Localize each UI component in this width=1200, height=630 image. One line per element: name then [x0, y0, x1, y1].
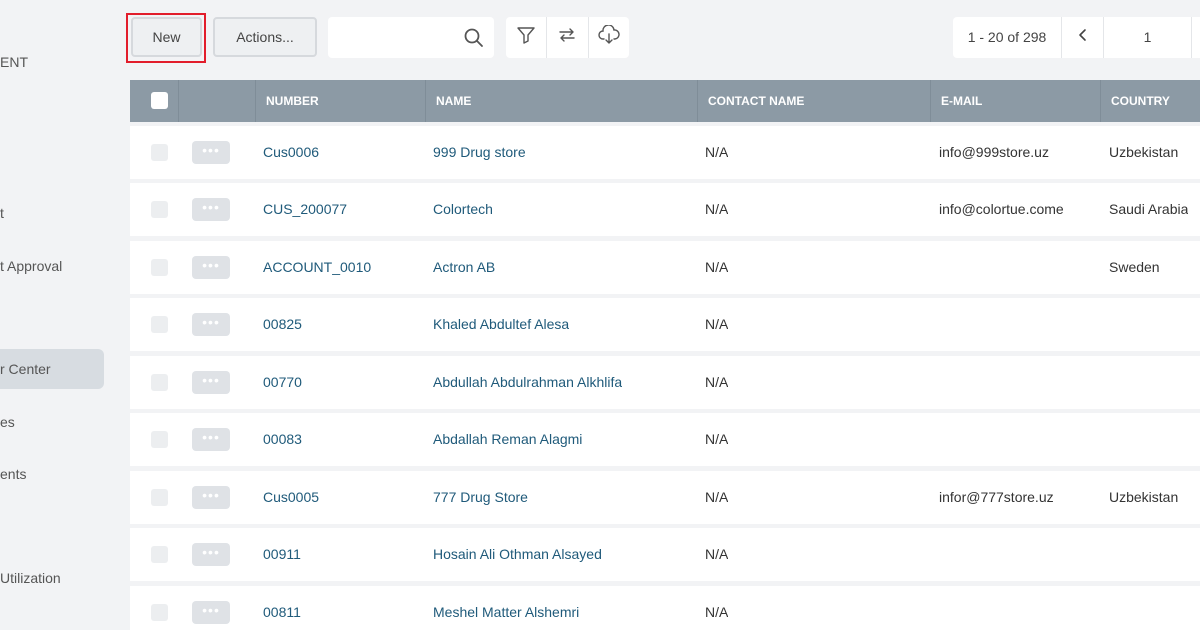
table-row[interactable]: ••• 00911 Hosain Ali Othman Alsayed N/A [130, 528, 1200, 581]
column-header-number[interactable]: NUMBER [255, 80, 425, 122]
more-icon[interactable]: ••• [192, 543, 230, 566]
sidebar: ENT t t Approval r Center es ents Utiliz… [0, 0, 110, 630]
table-row[interactable]: ••• 00770 Abdullah Abdulrahman Alkhlifa N/A [130, 356, 1200, 409]
column-header-name[interactable]: NAME [425, 80, 697, 122]
cloud-download-icon [598, 24, 620, 50]
cell-contact-name: N/A [705, 201, 729, 217]
sidebar-section-heading: ENT [0, 54, 28, 70]
more-icon[interactable]: ••• [192, 486, 230, 509]
search-icon[interactable] [464, 28, 484, 53]
cell-number[interactable]: ACCOUNT_0010 [263, 259, 372, 275]
cell-email: infor@777store.uz [939, 489, 1054, 505]
search-input[interactable] [328, 17, 458, 58]
cell-contact-name: N/A [705, 374, 729, 390]
swap-button[interactable] [547, 17, 589, 58]
page-range: 1 - 20 of 298 [953, 17, 1062, 58]
cell-contact-name: N/A [705, 604, 729, 620]
table-row[interactable]: ••• Cus0006 999 Drug store N/A info@999store… [130, 126, 1200, 179]
more-icon[interactable]: ••• [192, 428, 230, 451]
cell-country: Saudi Arabia [1109, 201, 1189, 217]
cell-contact-name: N/A [705, 546, 729, 562]
cell-contact-name: N/A [705, 431, 729, 447]
column-header-country[interactable]: COUNTRY [1100, 80, 1200, 122]
select-all-checkbox[interactable] [151, 92, 168, 109]
chevron-left-icon [1078, 28, 1088, 47]
cell-contact-name: N/A [705, 316, 729, 332]
row-checkbox[interactable] [151, 489, 168, 506]
cell-country: Sweden [1109, 259, 1160, 275]
more-icon[interactable]: ••• [192, 198, 230, 221]
search-box [328, 17, 494, 58]
table-row[interactable]: ••• 00825 Khaled Abdultef Alesa N/A [130, 298, 1200, 351]
column-header-contact-name[interactable]: CONTACT NAME [697, 80, 930, 122]
sidebar-item-center[interactable]: r Center [0, 349, 104, 389]
sidebar-item[interactable]: t [0, 205, 4, 221]
cell-number[interactable]: CUS_200077 [263, 201, 348, 217]
prev-page-button[interactable] [1062, 17, 1104, 58]
cell-contact-name: N/A [705, 259, 729, 275]
select-all-cell [130, 80, 178, 122]
cell-number[interactable]: 00825 [263, 316, 302, 332]
cell-name[interactable]: Abdullah Abdulrahman Alkhlifa [433, 374, 623, 390]
row-checkbox[interactable] [151, 374, 168, 391]
cell-contact-name: N/A [705, 489, 729, 505]
next-page-button[interactable] [1192, 17, 1200, 58]
table-row[interactable]: ••• ACCOUNT_0010 Actron AB N/A Sweden [130, 241, 1200, 294]
row-checkbox[interactable] [151, 144, 168, 161]
cell-name[interactable]: 777 Drug Store [433, 489, 528, 505]
row-checkbox[interactable] [151, 604, 168, 621]
cell-number[interactable]: 00911 [263, 546, 301, 562]
sidebar-item-approval[interactable]: t Approval [0, 258, 63, 274]
cell-name[interactable]: Abdallah Reman Alagmi [433, 431, 583, 447]
table-row[interactable]: ••• 00083 Abdallah Reman Alagmi N/A [130, 413, 1200, 466]
cell-number[interactable]: 00811 [263, 604, 301, 620]
tool-button-group [506, 17, 629, 58]
cell-contact-name: N/A [705, 144, 729, 160]
row-checkbox[interactable] [151, 201, 168, 218]
cell-name[interactable]: Khaled Abdultef Alesa [433, 316, 570, 332]
sidebar-item[interactable]: ents [0, 466, 27, 482]
more-icon[interactable]: ••• [192, 601, 230, 624]
column-header-email[interactable]: E-MAIL [930, 80, 1100, 122]
new-button[interactable]: New [131, 17, 202, 57]
cell-email: info@999store.uz [939, 144, 1049, 160]
sidebar-item-utilization[interactable]: Utilization [0, 570, 61, 586]
cell-email: info@colortue.come [939, 201, 1064, 217]
table-row[interactable]: ••• CUS_200077 Colortech N/A info@colortue.c… [130, 183, 1200, 236]
cell-name[interactable]: 999 Drug store [433, 144, 526, 160]
table-header: NUMBER NAME CONTACT NAME E-MAIL COUNTRY [130, 80, 1200, 122]
swap-icon [557, 25, 577, 50]
row-checkbox[interactable] [151, 431, 168, 448]
filter-icon [516, 25, 536, 50]
actions-column-header [178, 80, 255, 122]
more-icon[interactable]: ••• [192, 313, 230, 336]
more-icon[interactable]: ••• [192, 371, 230, 394]
table-row[interactable]: ••• Cus0005 777 Drug Store N/A infor@777stor… [130, 471, 1200, 524]
page-number-input[interactable]: 1 [1104, 17, 1192, 58]
cell-name[interactable]: Colortech [433, 201, 493, 217]
more-icon[interactable]: ••• [192, 256, 230, 279]
cell-name[interactable]: Hosain Ali Othman Alsayed [433, 546, 602, 562]
cell-name[interactable]: Actron AB [433, 259, 496, 275]
cell-number[interactable]: 00083 [263, 431, 302, 447]
cell-name[interactable]: Meshel Matter Alshemri [433, 604, 580, 620]
download-button[interactable] [589, 17, 629, 58]
table-row[interactable]: ••• 00811 Meshel Matter Alshemri N/A [130, 586, 1200, 630]
pagination: 1 - 20 of 298 1 [953, 17, 1200, 58]
cell-country: Uzbekistan [1109, 144, 1179, 160]
sidebar-item[interactable]: es [0, 414, 15, 430]
new-button-highlight [126, 13, 206, 63]
cell-number[interactable]: 00770 [263, 374, 302, 390]
more-icon[interactable]: ••• [192, 141, 230, 164]
row-checkbox[interactable] [151, 316, 168, 333]
cell-country: Uzbekistan [1109, 489, 1179, 505]
cell-number[interactable]: Cus0006 [263, 144, 320, 160]
actions-button[interactable]: Actions... [213, 17, 317, 57]
row-checkbox[interactable] [151, 259, 168, 276]
cell-number[interactable]: Cus0005 [263, 489, 320, 505]
filter-button[interactable] [506, 17, 548, 58]
row-checkbox[interactable] [151, 546, 168, 563]
